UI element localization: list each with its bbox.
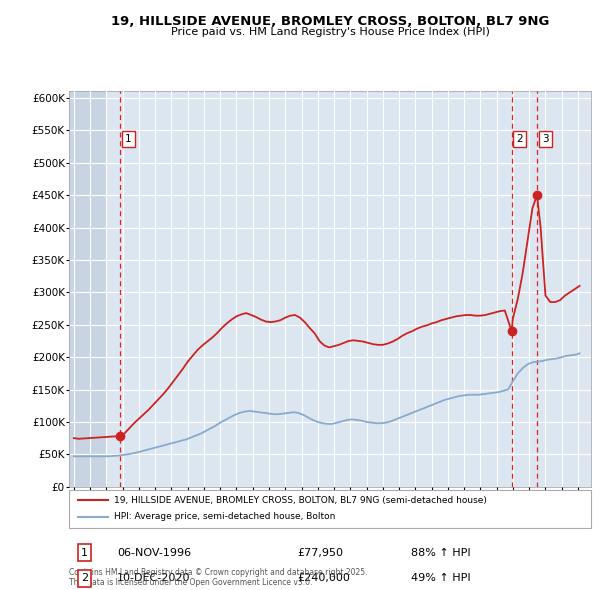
Text: 06-NOV-1996: 06-NOV-1996	[117, 548, 191, 558]
Text: £77,950: £77,950	[297, 548, 343, 558]
Text: £240,000: £240,000	[297, 573, 350, 583]
Text: 3: 3	[542, 134, 548, 144]
Text: 19, HILLSIDE AVENUE, BROMLEY CROSS, BOLTON, BL7 9NG: 19, HILLSIDE AVENUE, BROMLEY CROSS, BOLT…	[111, 15, 549, 28]
Text: 1: 1	[81, 548, 88, 558]
Text: HPI: Average price, semi-detached house, Bolton: HPI: Average price, semi-detached house,…	[114, 512, 335, 521]
Text: 49% ↑ HPI: 49% ↑ HPI	[411, 573, 470, 583]
Text: Price paid vs. HM Land Registry's House Price Index (HPI): Price paid vs. HM Land Registry's House …	[170, 27, 490, 37]
Text: 10-DEC-2020: 10-DEC-2020	[117, 573, 191, 583]
Text: Contains HM Land Registry data © Crown copyright and database right 2025.
This d: Contains HM Land Registry data © Crown c…	[69, 568, 367, 587]
Text: 88% ↑ HPI: 88% ↑ HPI	[411, 548, 470, 558]
Text: 2: 2	[517, 134, 523, 144]
Bar	[69, 91, 106, 487]
Text: 1: 1	[125, 134, 132, 144]
Text: 19, HILLSIDE AVENUE, BROMLEY CROSS, BOLTON, BL7 9NG (semi-detached house): 19, HILLSIDE AVENUE, BROMLEY CROSS, BOLT…	[114, 496, 487, 505]
Text: 2: 2	[81, 573, 88, 583]
